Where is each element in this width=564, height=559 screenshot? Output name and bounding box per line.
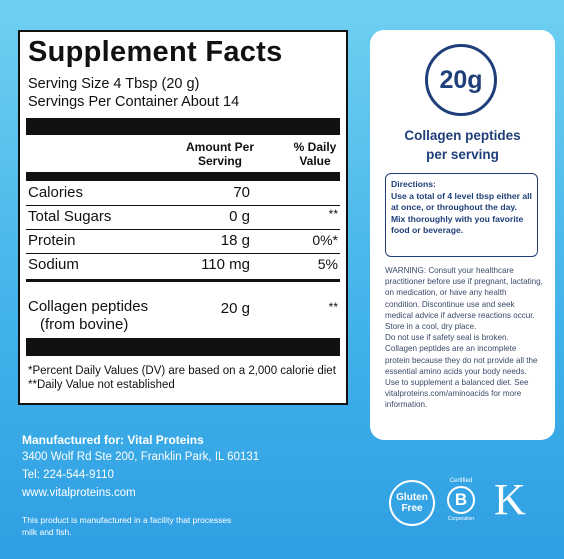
servings: Servings Per Container About 14 bbox=[28, 94, 240, 110]
facility-note: This product is manufactured in a facili… bbox=[22, 514, 231, 538]
collagen-amount: 20 g bbox=[220, 300, 250, 317]
collagen-name: Collagen peptides (from bovine) bbox=[28, 298, 148, 334]
row-name: Total Sugars bbox=[28, 208, 112, 225]
info-card: 20g Collagen peptides per serving Direct… bbox=[370, 30, 555, 440]
logo-line: Free bbox=[401, 503, 423, 514]
badge: 20g bbox=[425, 44, 497, 116]
manufacturer-heading: Manufactured for: Vital Proteins bbox=[22, 433, 204, 447]
caption: Collagen peptides per serving bbox=[370, 126, 555, 164]
rule-line bbox=[26, 253, 340, 254]
dv-header: % Daily Value bbox=[286, 140, 344, 168]
row-amount: 18 g bbox=[220, 232, 250, 249]
rule-bar bbox=[26, 338, 340, 356]
note-line: milk and fish. bbox=[22, 527, 72, 537]
row-name: Protein bbox=[28, 232, 76, 249]
directions-title: Directions: bbox=[391, 179, 436, 189]
name-line: Collagen peptides bbox=[28, 298, 149, 315]
header-line: Amount Per bbox=[185, 140, 254, 154]
rule-bar bbox=[26, 279, 340, 282]
row-amount: 110 mg bbox=[201, 256, 250, 273]
header-line: Value bbox=[299, 154, 331, 168]
warning: WARNING: Consult your healthcare practit… bbox=[385, 265, 543, 411]
bcorp-top: Certified bbox=[449, 478, 473, 484]
bcorp-letter: B bbox=[447, 486, 475, 514]
rule-bar bbox=[26, 118, 340, 135]
supplement-facts-panel: Supplement Facts Serving Size 4 Tbsp (20… bbox=[18, 30, 348, 405]
warning-line: Store in a cool, dry place. bbox=[385, 322, 477, 332]
row-name: Calories bbox=[28, 184, 84, 201]
amount-header: Amount Per Serving bbox=[180, 140, 260, 168]
brand-logo: K bbox=[494, 475, 526, 524]
manufacturer-line: Tel: 224-544-9110 bbox=[22, 469, 114, 481]
header-line: % Daily bbox=[293, 140, 337, 154]
footnote: **Daily Value not established bbox=[28, 379, 175, 391]
warning-line: WARNING: Consult your healthcare practit… bbox=[385, 266, 543, 320]
row-dv: 5% bbox=[317, 256, 338, 272]
header-line: Serving bbox=[197, 154, 242, 168]
name-line: (from bovine) bbox=[40, 316, 129, 333]
caption-line: per serving bbox=[426, 147, 499, 162]
collagen-dv: ** bbox=[328, 300, 338, 314]
bcorp-logo: Certified B Corporation bbox=[446, 478, 476, 522]
logo-line: Gluten bbox=[396, 492, 428, 503]
facts-title: Supplement Facts bbox=[28, 36, 283, 68]
rule-line bbox=[26, 229, 340, 230]
bcorp-bottom: Corporation bbox=[447, 516, 475, 522]
serving-size: Serving Size 4 Tbsp (20 g) bbox=[28, 76, 200, 92]
manufacturer-line: www.vitalproteins.com bbox=[22, 487, 136, 499]
rule-line bbox=[26, 205, 340, 206]
row-name: Sodium bbox=[28, 256, 79, 273]
gluten-free-logo: Gluten Free bbox=[389, 480, 435, 526]
footnote: *Percent Daily Values (DV) are based on … bbox=[28, 365, 336, 377]
warning-line: Collagen peptides are an incomplete prot… bbox=[385, 344, 538, 410]
directions-box: Directions: Use a total of 4 level tbsp … bbox=[385, 173, 538, 257]
row-amount: 0 g bbox=[229, 208, 250, 225]
warning-line: Do not use if safety seal is broken. bbox=[385, 333, 509, 343]
row-dv: ** bbox=[328, 207, 338, 221]
caption-line: Collagen peptides bbox=[404, 128, 521, 143]
row-dv: 0%* bbox=[312, 232, 338, 248]
directions-text: Use a total of 4 level tbsp either all a… bbox=[391, 190, 532, 236]
manufacturer-line: 3400 Wolf Rd Ste 200, Franklin Park, IL … bbox=[22, 451, 260, 463]
rule-bar bbox=[26, 172, 340, 181]
row-amount: 70 bbox=[233, 184, 250, 201]
note-line: This product is manufactured in a facili… bbox=[22, 515, 232, 525]
